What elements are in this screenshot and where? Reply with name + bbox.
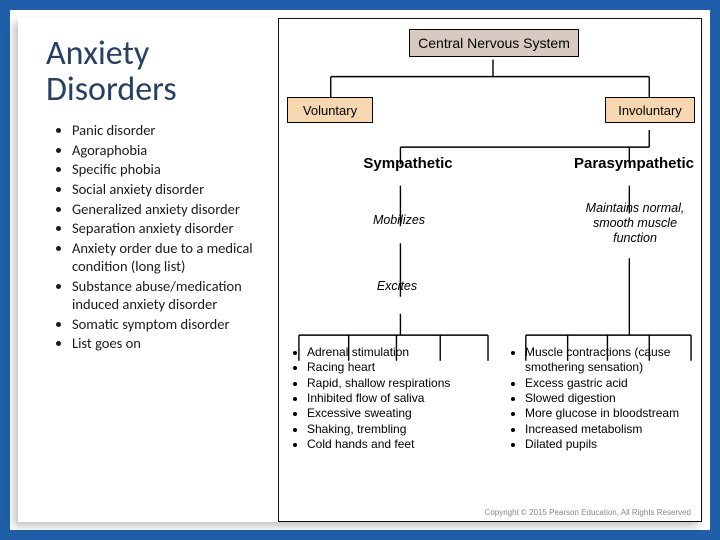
slide-inner: Anxiety Disorders Panic disorder Agoraph…	[18, 18, 702, 522]
effect-item: Shaking, trembling	[307, 422, 493, 437]
effect-item: More glucose in bloodstream	[525, 406, 701, 421]
effect-item: Increased metabolism	[525, 422, 701, 437]
list-item: List goes on	[72, 334, 270, 353]
effects-parasympathetic: Muscle contractions (cause smothering se…	[511, 345, 701, 453]
list-item: Anxiety order due to a medical condition…	[72, 239, 270, 276]
effect-item: Slowed digestion	[525, 391, 701, 406]
effect-item: Dilated pupils	[525, 437, 701, 452]
content: Anxiety Disorders Panic disorder Agoraph…	[18, 18, 702, 522]
copyright-text: Copyright © 2015 Pearson Education, All …	[485, 508, 691, 517]
effect-item: Rapid, shallow respirations	[307, 376, 493, 391]
slide-title: Anxiety Disorders	[46, 36, 270, 107]
list-item: Social anxiety disorder	[72, 180, 270, 199]
list-item: Agoraphobia	[72, 141, 270, 160]
effect-item: Inhibited flow of saliva	[307, 391, 493, 406]
list-item: Substance abuse/medication induced anxie…	[72, 277, 270, 314]
box-involuntary: Involuntary	[605, 97, 695, 123]
box-cns: Central Nervous System	[409, 29, 579, 57]
label-excites: Excites	[367, 279, 427, 293]
effect-item: Cold hands and feet	[307, 437, 493, 452]
label-parasympathetic: Parasympathetic	[569, 155, 699, 172]
label-sympathetic: Sympathetic	[353, 155, 463, 172]
list-item: Separation anxiety disorder	[72, 219, 270, 238]
list-item: Specific phobia	[72, 160, 270, 179]
list-item: Somatic symptom disorder	[72, 315, 270, 334]
box-voluntary: Voluntary	[287, 97, 373, 123]
list-item: Generalized anxiety disorder	[72, 200, 270, 219]
effect-item: Muscle contractions (cause smothering se…	[525, 345, 701, 376]
label-mobilizes: Mobilizes	[359, 213, 439, 227]
effect-item: Adrenal stimulation	[307, 345, 493, 360]
effect-item: Racing heart	[307, 360, 493, 375]
left-column: Anxiety Disorders Panic disorder Agoraph…	[18, 18, 278, 522]
effect-item: Excess gastric acid	[525, 376, 701, 391]
effects-sympathetic: Adrenal stimulation Racing heart Rapid, …	[293, 345, 493, 453]
cns-diagram: Central Nervous System Voluntary Involun…	[278, 18, 702, 522]
list-item: Panic disorder	[72, 121, 270, 140]
label-maintains: Maintains normal, smooth muscle function	[575, 201, 695, 246]
right-column: Central Nervous System Voluntary Involun…	[278, 18, 702, 522]
effect-item: Excessive sweating	[307, 406, 493, 421]
disorder-list: Panic disorder Agoraphobia Specific phob…	[46, 121, 270, 353]
